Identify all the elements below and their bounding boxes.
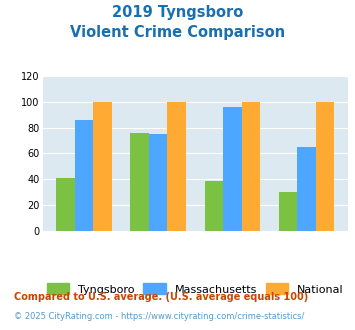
- Bar: [297, 147, 316, 231]
- Bar: [56, 178, 75, 231]
- Bar: [75, 120, 93, 231]
- Bar: [168, 102, 186, 231]
- Bar: [131, 133, 149, 231]
- Text: Violent Crime Comparison: Violent Crime Comparison: [70, 25, 285, 40]
- Bar: [149, 134, 168, 231]
- Text: 2019 Tyngsboro: 2019 Tyngsboro: [112, 5, 243, 20]
- Bar: [223, 107, 241, 231]
- Bar: [241, 102, 260, 231]
- Text: Compared to U.S. average. (U.S. average equals 100): Compared to U.S. average. (U.S. average …: [14, 292, 308, 302]
- Bar: [204, 181, 223, 231]
- Text: © 2025 CityRating.com - https://www.cityrating.com/crime-statistics/: © 2025 CityRating.com - https://www.city…: [14, 312, 305, 321]
- Bar: [279, 192, 297, 231]
- Legend: Tyngsboro, Massachusetts, National: Tyngsboro, Massachusetts, National: [47, 283, 344, 295]
- Bar: [93, 102, 112, 231]
- Bar: [316, 102, 334, 231]
